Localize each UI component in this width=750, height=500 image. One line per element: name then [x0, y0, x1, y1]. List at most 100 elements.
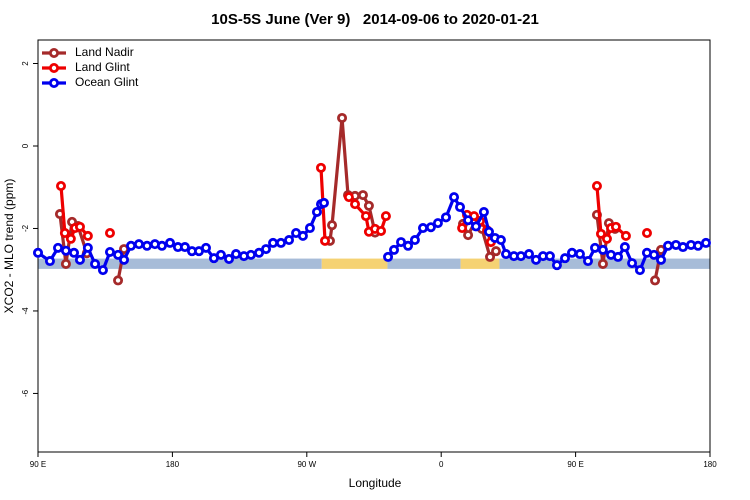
series-point [315, 162, 326, 173]
series-point [613, 251, 624, 262]
series-point [350, 199, 361, 210]
series-point [60, 258, 71, 269]
series-point [65, 233, 76, 244]
series-point [574, 249, 585, 260]
chart-title: 10S-5S June (Ver 9) 2014-09-06 to 2020-0… [211, 11, 539, 28]
series-point [90, 258, 101, 269]
legend-marker [49, 63, 60, 74]
y-tick-label: -4 [21, 307, 30, 315]
series-point [470, 221, 481, 232]
series-point [165, 237, 176, 248]
series-point [297, 230, 308, 241]
series-point [44, 256, 55, 267]
series-point [320, 235, 331, 246]
y-tick-label: 0 [21, 143, 30, 148]
series-point [634, 265, 645, 276]
series-point [268, 237, 279, 248]
series-point [200, 242, 211, 253]
surface-region [38, 258, 322, 269]
series-point [254, 247, 265, 258]
series-point [597, 244, 608, 255]
plot-frame [37, 39, 711, 453]
series-point [82, 230, 93, 241]
series-point [591, 180, 602, 191]
series-point [231, 249, 242, 260]
series-point [55, 180, 66, 191]
series-point [601, 233, 612, 244]
series-point [343, 192, 354, 203]
series-point [60, 245, 71, 256]
series-point [620, 230, 631, 241]
series-point [97, 265, 108, 276]
series-point [559, 253, 570, 264]
series-point [360, 211, 371, 222]
series-point [126, 240, 137, 251]
y-tick-label: -2 [21, 224, 30, 232]
legend-marker [49, 78, 60, 89]
series-point [650, 275, 661, 286]
surface-region [387, 258, 461, 269]
series-point [440, 212, 451, 223]
x-tick-label: 90 E [567, 460, 583, 469]
y-tick-label: 2 [21, 61, 30, 66]
series-point [113, 249, 124, 260]
series-point [425, 222, 436, 233]
series-point [383, 251, 394, 262]
series-point [409, 235, 420, 246]
series-point [311, 206, 322, 217]
series-point [33, 247, 44, 258]
series-point [700, 237, 711, 248]
series-point [627, 258, 638, 269]
series-point [113, 275, 124, 286]
series-point [501, 249, 512, 260]
series-point [53, 242, 64, 253]
series-point [641, 228, 652, 239]
series-point [396, 237, 407, 248]
series-point [245, 249, 256, 260]
series-point [82, 242, 93, 253]
series-point [457, 223, 468, 234]
series-point [179, 242, 190, 253]
series-point [318, 197, 329, 208]
series-point [449, 192, 460, 203]
series-point [463, 230, 474, 241]
series-point [544, 251, 555, 262]
series-point [595, 228, 606, 239]
series-point [363, 200, 374, 211]
x-tick-label: 180 [703, 460, 717, 469]
y-axis-label: XCO2 - MLO trend (ppm) [2, 179, 16, 314]
series-point [376, 225, 387, 236]
series-point [597, 258, 608, 269]
series-point [677, 242, 688, 253]
series-point [656, 254, 667, 265]
series-point [495, 235, 506, 246]
series-point [59, 228, 70, 239]
x-axis-label: Longitude [349, 476, 402, 490]
series-point [275, 237, 286, 248]
series-point [491, 246, 502, 257]
series-point [663, 240, 674, 251]
series-point [478, 206, 489, 217]
series-point [337, 112, 348, 123]
y-tick-label: -6 [21, 389, 30, 397]
x-tick-label: 90 W [297, 460, 316, 469]
series-point [133, 239, 144, 250]
series-point [463, 215, 474, 226]
series-point [380, 211, 391, 222]
legend-label: Land Nadir [75, 45, 134, 59]
x-tick-label: 0 [439, 460, 444, 469]
x-tick-label: 180 [166, 460, 180, 469]
series-point [261, 244, 272, 255]
series-point [215, 249, 226, 260]
series-point [432, 218, 443, 229]
series-point [417, 223, 428, 234]
series-point [515, 251, 526, 262]
series-point [524, 249, 535, 260]
series-point [551, 260, 562, 271]
series-point [567, 247, 578, 258]
series-point [619, 242, 630, 253]
series-point [649, 249, 660, 260]
legend-label: Ocean Glint [75, 75, 139, 89]
series-point [483, 226, 494, 237]
series-point [74, 254, 85, 265]
